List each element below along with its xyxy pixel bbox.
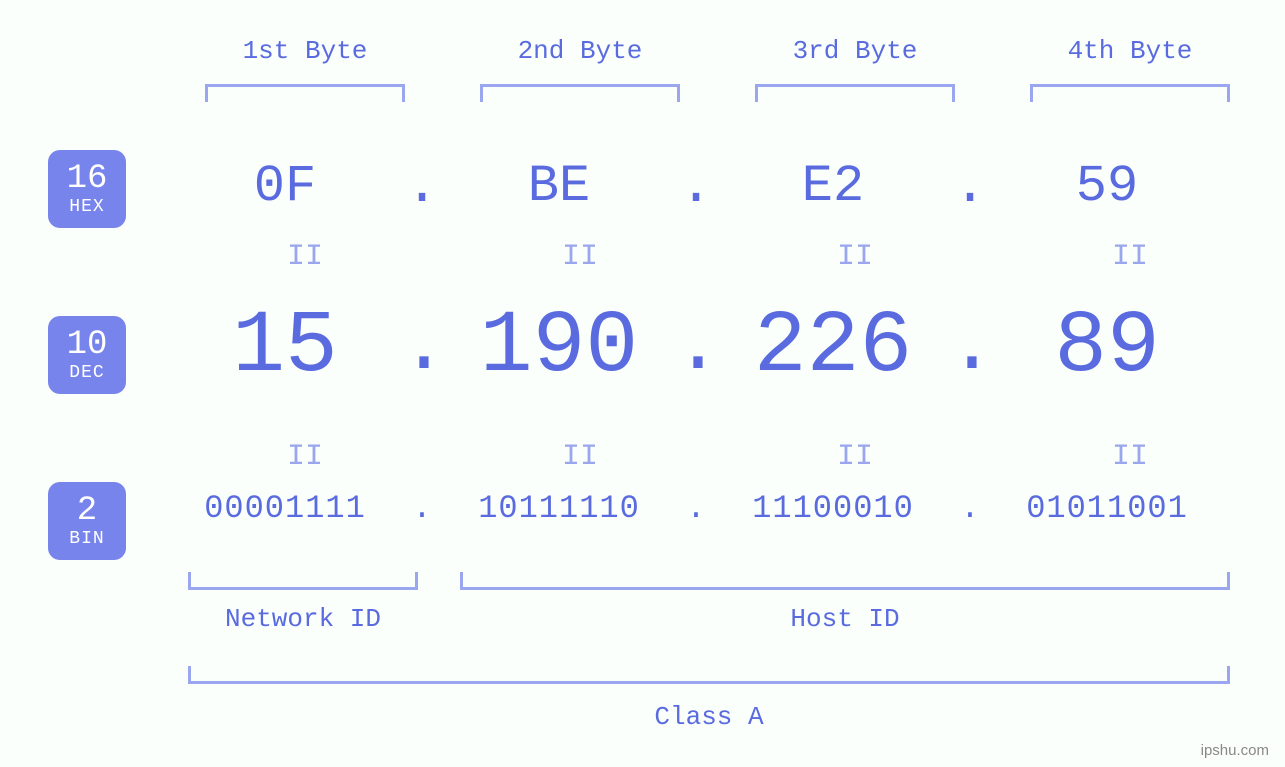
byte-header-2: 2nd Byte [480, 36, 680, 66]
bin-byte-4: 01011001 [992, 490, 1222, 527]
hex-byte-3: E2 [718, 157, 948, 216]
bracket-class [188, 666, 1230, 684]
bin-sep-1: . [400, 490, 444, 527]
bracket-top-1 [205, 84, 405, 102]
dec-sep-3: . [948, 302, 992, 393]
bracket-top-3 [755, 84, 955, 102]
dec-sep-1: . [400, 302, 444, 393]
equal-mark-1d: II [1030, 240, 1230, 274]
base-badge-hex: 16 HEX [48, 150, 126, 228]
byte-label-3: 3rd Byte [755, 36, 955, 66]
dec-row: 15 . 190 . 226 . 89 [170, 298, 1222, 397]
byte-label-2: 2nd Byte [480, 36, 680, 66]
bracket-network-id [188, 572, 418, 590]
bin-row: 00001111 . 10111110 . 11100010 . 0101100… [170, 490, 1222, 527]
byte-header-4: 4th Byte [1030, 36, 1230, 66]
hex-sep-1: . [400, 154, 444, 218]
badge-bin-label: BIN [69, 530, 104, 548]
watermark: ipshu.com [1201, 742, 1269, 759]
dec-sep-2: . [674, 302, 718, 393]
badge-hex-label: HEX [69, 198, 104, 216]
hex-byte-1: 0F [170, 157, 400, 216]
equal-mark-1b: II [480, 240, 680, 274]
hex-sep-3: . [948, 154, 992, 218]
bin-sep-2: . [674, 490, 718, 527]
badge-hex-num: 16 [67, 162, 108, 196]
base-badge-dec: 10 DEC [48, 316, 126, 394]
hex-byte-4: 59 [992, 157, 1222, 216]
byte-header-1: 1st Byte [205, 36, 405, 66]
base-badge-bin: 2 BIN [48, 482, 126, 560]
byte-label-1: 1st Byte [205, 36, 405, 66]
bracket-host-id [460, 572, 1230, 590]
hex-row: 0F . BE . E2 . 59 [170, 154, 1222, 218]
dec-byte-2: 190 [444, 298, 674, 397]
hex-sep-2: . [674, 154, 718, 218]
equal-mark-2b: II [480, 440, 680, 474]
bin-sep-3: . [948, 490, 992, 527]
equal-mark-1a: II [205, 240, 405, 274]
dec-byte-1: 15 [170, 298, 400, 397]
badge-bin-num: 2 [77, 494, 97, 528]
equal-mark-2d: II [1030, 440, 1230, 474]
label-network-id: Network ID [188, 604, 418, 634]
badge-dec-num: 10 [67, 328, 108, 362]
byte-header-3: 3rd Byte [755, 36, 955, 66]
label-class: Class A [188, 702, 1230, 732]
equal-mark-2c: II [755, 440, 955, 474]
bracket-top-2 [480, 84, 680, 102]
dec-byte-4: 89 [992, 298, 1222, 397]
equal-mark-2a: II [205, 440, 405, 474]
dec-byte-3: 226 [718, 298, 948, 397]
label-host-id: Host ID [460, 604, 1230, 634]
equal-mark-1c: II [755, 240, 955, 274]
bin-byte-2: 10111110 [444, 490, 674, 527]
hex-byte-2: BE [444, 157, 674, 216]
bin-byte-3: 11100010 [718, 490, 948, 527]
badge-dec-label: DEC [69, 364, 104, 382]
bin-byte-1: 00001111 [170, 490, 400, 527]
byte-label-4: 4th Byte [1030, 36, 1230, 66]
bracket-top-4 [1030, 84, 1230, 102]
